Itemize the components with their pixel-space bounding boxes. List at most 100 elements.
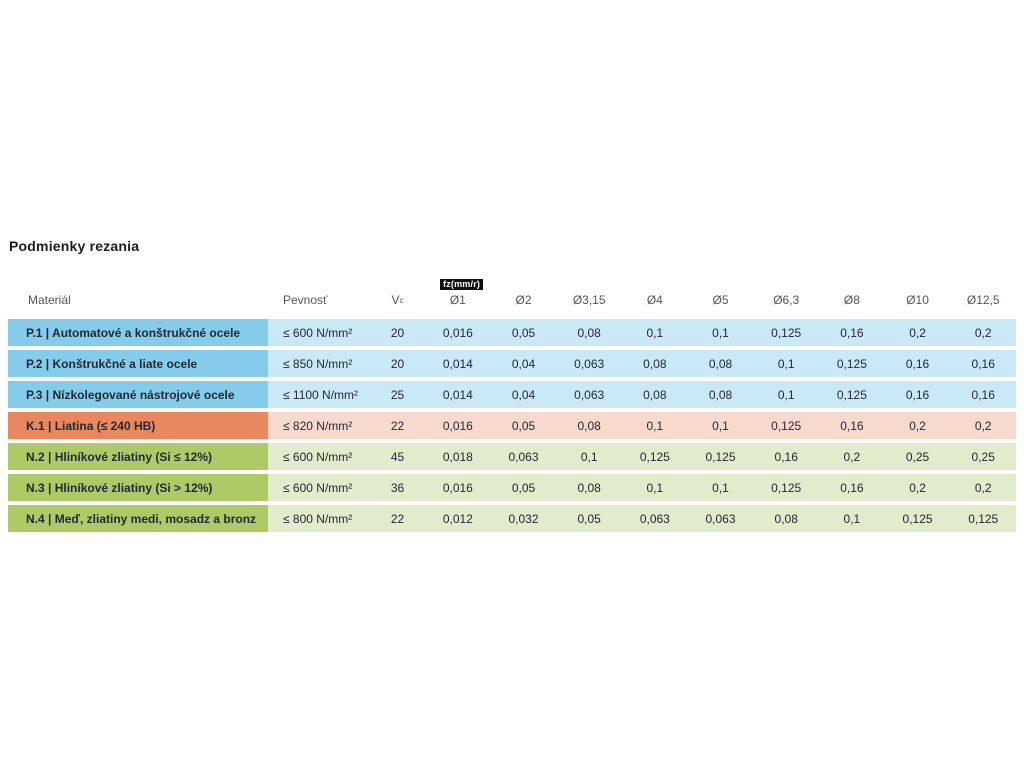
feed-unit-badge: fz(mm/r) [440,279,484,290]
feed-value-cell-d4: 0,08 [643,387,667,402]
feed-value-cell-d5: 0,1 [712,480,729,495]
table-row: K.1 | Liatina (≤ 240 HB) ≤ 820 N/mm² 22 0,0… [8,412,1016,439]
table-row: P.1 | Automatové a konštrukčné ocele ≤ 60… [8,319,1016,346]
feed-value-cell-d6: 0,1 [777,387,795,402]
feed-value-cell-d7: 0,16 [840,325,864,340]
col-header-diameter-7: Ø8 [843,293,860,307]
vc-cell: 22 [390,511,405,526]
page-title: Podmienky rezania [9,238,140,254]
feed-value-cell-d7: 0,2 [843,449,861,464]
feed-value-cell-d3: 0,08 [577,418,601,433]
col-header-diameter-2: Ø2 [515,293,532,307]
feed-value-cell-d9: 0,25 [971,449,995,464]
table-body: P.1 | Automatové a konštrukčné ocele ≤ 60… [8,319,1016,532]
feed-value-cell-d2: 0,04 [511,387,536,402]
vc-cell: 45 [390,449,405,464]
feed-value-cell-d8: 0,16 [905,356,930,371]
feed-value-cell-d1: 0,012 [442,511,473,526]
feed-value-cell-d9: 0,16 [971,387,995,402]
feed-value-cell-d8: 0,2 [909,480,926,495]
feed-value-cell-d7: 0,125 [836,387,867,402]
feed-value-cell-d5: 0,1 [712,418,729,433]
strength-cell: ≤ 600 N/mm² [283,449,353,464]
feed-value-cell-d2: 0,032 [508,511,539,526]
feed-value-cell-d1: 0,016 [442,480,473,495]
vc-cell: 36 [390,480,405,495]
vc-subscript: c [399,295,404,305]
feed-value-cell-d9: 0,2 [974,418,992,433]
col-header-material: Materiál [28,293,71,307]
feed-value-cell-d6: 0,08 [774,511,798,526]
feed-value-cell-d8: 0,25 [905,449,930,464]
feed-value-cell-d7: 0,16 [840,480,864,495]
vc-cell: 25 [390,387,405,402]
feed-value-cell-d6: 0,125 [771,325,802,340]
feed-value-cell-d5: 0,125 [705,449,736,464]
feed-value-cell-d4: 0,063 [639,511,670,526]
feed-value-cell-d9: 0,2 [974,325,992,340]
feed-value-cell-d3: 0,08 [577,325,601,340]
feed-value-cell-d3: 0,063 [574,387,605,402]
feed-value-cell-d9: 0,125 [968,511,999,526]
feed-value-cell-d1: 0,016 [442,418,473,433]
table-row: N.3 | Hliníkové zliatiny (Si > 12%) ≤ 600… [8,474,1016,501]
table-row: N.4 | Meď, zliatiny medi, mosadz a bronz… [8,505,1016,532]
feed-value-cell-d3: 0,1 [580,449,598,464]
col-header-diameter-4: Ø4 [646,293,663,307]
feed-value-cell-d1: 0,014 [442,387,473,402]
material-cell: P.1 | Automatové a konštrukčné ocele [8,319,268,346]
col-header-diameter-3: Ø3,15 [572,293,606,307]
col-header-diameter-9: Ø12,5 [966,293,1000,307]
feed-value-cell-d8: 0,125 [902,511,933,526]
strength-cell: ≤ 820 N/mm² [283,418,353,433]
feed-value-cell-d5: 0,1 [712,325,729,340]
material-cell: K.1 | Liatina (≤ 240 HB) [8,412,268,439]
feed-value-cell-d4: 0,125 [639,449,670,464]
feed-value-cell-d4: 0,1 [646,418,664,433]
feed-value-cell-d9: 0,2 [974,480,992,495]
material-cell: P.2 | Konštrukčné a liate ocele [8,350,268,377]
feed-value-cell-d2: 0,05 [511,418,536,433]
col-header-diameter-6: Ø6,3 [773,293,800,307]
feed-value-cell-d4: 0,1 [646,480,664,495]
feed-value-cell-d8: 0,2 [909,325,926,340]
vc-cell: 20 [390,325,405,340]
material-cell: P.3 | Nízkolegované nástrojové ocele [8,381,268,408]
feed-value-cell-d1: 0,018 [442,449,473,464]
strength-cell: ≤ 850 N/mm² [283,356,353,371]
feed-value-cell-d5: 0,08 [708,356,733,371]
feed-value-cell-d8: 0,16 [905,387,930,402]
vc-cell: 20 [390,356,405,371]
material-cell: N.4 | Meď, zliatiny medi, mosadz a bronz [8,505,268,532]
strength-cell: ≤ 800 N/mm² [283,511,353,526]
feed-value-cell-d2: 0,05 [511,480,536,495]
feed-value-cell-d9: 0,16 [971,356,995,371]
vc-cell: 22 [390,418,405,433]
vc-symbol: V [391,293,400,307]
feed-value-cell-d8: 0,2 [909,418,926,433]
material-cell: N.2 | Hliníkové zliatiny (Si ≤ 12%) [8,443,268,470]
feed-value-cell-d3: 0,08 [577,480,601,495]
feed-value-cell-d6: 0,125 [771,480,802,495]
feed-value-cell-d7: 0,16 [840,418,864,433]
table-row: N.2 | Hliníkové zliatiny (Si ≤ 12%) ≤ 600… [8,443,1016,470]
table-row: P.2 | Konštrukčné a liate ocele ≤ 850 N/m… [8,350,1016,377]
feed-value-cell-d2: 0,04 [511,356,536,371]
feed-value-cell-d4: 0,1 [646,325,664,340]
feed-value-cell-d5: 0,08 [708,387,733,402]
table-row: P.3 | Nízkolegované nástrojové ocele ≤ 11… [8,381,1016,408]
feed-value-cell-d2: 0,063 [508,449,539,464]
feed-value-cell-d6: 0,125 [771,418,802,433]
col-header-diameter-5: Ø5 [712,293,729,307]
strength-cell: ≤ 1100 N/mm² [283,387,359,402]
feed-value-cell-d6: 0,16 [774,449,798,464]
col-header-diameter-8: Ø10 [906,293,929,307]
strength-cell: ≤ 600 N/mm² [283,325,353,340]
feed-value-cell-d1: 0,016 [442,325,473,340]
feed-value-cell-d5: 0,063 [705,511,736,526]
strength-cell: ≤ 600 N/mm² [283,480,353,495]
